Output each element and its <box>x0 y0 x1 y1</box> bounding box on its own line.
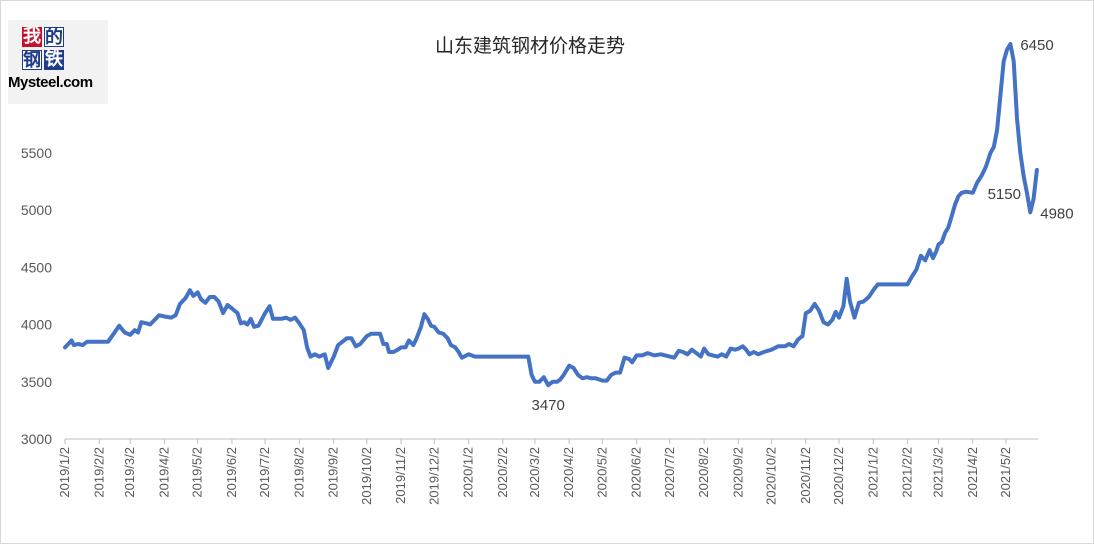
x-tick-label: 2019/12/2 <box>426 447 441 505</box>
x-tick-label: 2020/6/2 <box>629 447 644 498</box>
data-label: 4980 <box>1040 205 1073 222</box>
y-tick-label: 4500 <box>21 259 52 275</box>
data-labels: 3470 6450 5150 4980 <box>531 37 1073 414</box>
logo-char-1: 我 <box>22 26 42 47</box>
x-tick-label: 2020/2/2 <box>495 447 510 498</box>
logo-char-4: 铁 <box>44 49 64 70</box>
x-tick-label: 2020/7/2 <box>662 447 677 498</box>
x-tick-label: 2020/3/2 <box>527 447 542 498</box>
x-tick-label: 2021/3/2 <box>930 447 945 498</box>
x-tick-label: 2019/9/2 <box>326 447 341 498</box>
x-tick-label: 2021/2/2 <box>900 447 915 498</box>
data-label: 3470 <box>531 397 564 414</box>
x-tick-label: 2021/5/2 <box>998 447 1013 498</box>
x-tick-label: 2020/1/2 <box>461 447 476 498</box>
data-label: 5150 <box>988 186 1021 203</box>
y-axis: 3000 3500 4000 4500 5000 5500 <box>21 145 52 447</box>
x-axis: 2019/1/2 2019/2/2 2019/3/2 2019/4/2 2019/5/2… <box>57 438 1038 505</box>
x-tick-label: 2020/11/2 <box>798 447 813 504</box>
x-tick-label: 2019/5/2 <box>190 447 205 498</box>
y-tick-label: 3500 <box>21 374 52 390</box>
x-tick-label: 2020/5/2 <box>594 447 609 498</box>
x-tick-label: 2020/9/2 <box>730 447 745 498</box>
y-tick-label: 3000 <box>21 431 52 447</box>
x-tick-label: 2019/10/2 <box>359 447 374 505</box>
data-label: 6450 <box>1020 37 1053 54</box>
series-group <box>63 42 1039 388</box>
x-tick-label: 2021/4/2 <box>965 447 980 498</box>
x-tick-label: 2020/12/2 <box>831 447 846 505</box>
logo-char-2: 的 <box>44 27 64 48</box>
mysteel-logo: 我 的 钢 铁 Mysteel.com <box>8 20 108 104</box>
x-tick-label: 2019/11/2 <box>393 447 408 504</box>
y-tick-label: 5000 <box>21 202 52 218</box>
x-tick-label: 2019/4/2 <box>157 447 172 498</box>
x-tick-label: 2020/4/2 <box>561 447 576 498</box>
logo-brand-text: Mysteel.com <box>8 74 93 91</box>
x-tick-label: 2019/7/2 <box>257 447 272 498</box>
x-tick-label: 2020/10/2 <box>764 447 779 505</box>
chart-title: 山东建筑钢材价格走势 <box>435 35 625 57</box>
y-tick-label: 4000 <box>21 317 52 333</box>
x-tick-label: 2019/3/2 <box>122 447 137 498</box>
x-tick-label: 2021/1/2 <box>865 447 880 498</box>
y-tick-label: 5500 <box>21 145 52 161</box>
price-line <box>63 42 1039 388</box>
x-tick-label: 2019/1/2 <box>57 447 72 498</box>
logo-char-3: 钢 <box>22 50 42 71</box>
x-tick-label: 2019/6/2 <box>224 447 239 498</box>
x-tick-label: 2019/8/2 <box>291 447 306 498</box>
x-tick-label: 2019/2/2 <box>91 447 106 498</box>
x-tick-label: 2020/8/2 <box>696 447 711 498</box>
